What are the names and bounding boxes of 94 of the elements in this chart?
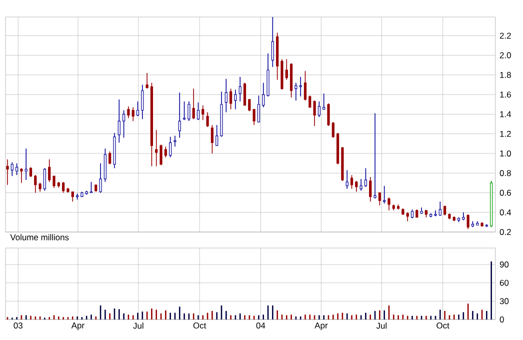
candlestick — [62, 182, 65, 194]
y-tick-label: 90 — [500, 262, 509, 268]
candlestick — [332, 122, 334, 138]
candlestick — [16, 162, 18, 176]
candlestick — [71, 191, 74, 202]
candlestick — [466, 214, 470, 230]
candlestick — [388, 197, 390, 211]
candlestick — [169, 136, 172, 158]
candlestick — [188, 101, 190, 122]
candlestick — [238, 76, 242, 102]
candlestick — [10, 162, 14, 176]
candlestick — [271, 16, 274, 68]
y-tick-label: 1.6 — [500, 92, 511, 98]
candlestick — [206, 112, 209, 128]
candlestick — [174, 135, 176, 147]
candlestick — [257, 95, 260, 122]
candlestick — [327, 102, 330, 126]
x-tick-label: Jul — [376, 322, 387, 329]
y-tick-label: 0.2 — [500, 229, 511, 235]
candlestick — [132, 106, 134, 122]
candlestick — [160, 144, 162, 166]
y-tick-label: 0.8 — [500, 170, 511, 176]
x-tick-label: Oct — [193, 322, 206, 329]
candlestick — [248, 99, 251, 112]
candlestick — [252, 108, 256, 126]
candlestick — [99, 162, 102, 194]
candlestick — [48, 158, 51, 182]
chart-title: Volume millions — [10, 234, 69, 240]
candlestick — [164, 146, 167, 158]
candlestick — [350, 174, 354, 190]
candlestick — [304, 70, 307, 101]
candlestick — [378, 192, 381, 206]
candlestick — [90, 182, 93, 194]
candlestick — [360, 178, 362, 192]
candlestick — [313, 100, 316, 126]
candlestick — [434, 210, 437, 217]
candlestick — [285, 58, 288, 80]
y-tick-label: 1.2 — [500, 130, 511, 137]
candlestick — [294, 82, 298, 101]
candlestick — [127, 106, 130, 119]
candlestick — [234, 89, 237, 110]
candlestick — [224, 78, 228, 113]
candlestick — [141, 84, 144, 120]
candlestick — [24, 148, 28, 180]
candlestick — [318, 101, 320, 118]
candlestick — [444, 205, 446, 216]
candlestick — [438, 201, 442, 216]
candlestick — [346, 170, 348, 190]
y-tick-label: 30 — [500, 298, 509, 304]
candlestick — [178, 92, 181, 138]
candlestick — [52, 176, 56, 188]
candlestick — [122, 110, 126, 138]
y-tick-label: 60 — [500, 280, 509, 286]
candlestick — [155, 130, 158, 167]
candlestick — [216, 124, 218, 146]
candlestick — [322, 93, 326, 110]
x-tick-label: Oct — [436, 322, 450, 329]
candlestick — [299, 76, 302, 97]
candlestick — [182, 101, 186, 120]
y-tick-label: 0.6 — [500, 190, 511, 196]
candlestick — [243, 82, 246, 106]
candlestick — [43, 168, 46, 192]
candlestick — [355, 180, 358, 192]
candlestick — [374, 112, 376, 200]
candlestick — [383, 185, 386, 204]
candlestick — [146, 72, 148, 90]
candlestick — [118, 99, 120, 144]
candlestick — [29, 166, 32, 178]
x-tick-label: Apr — [314, 322, 328, 330]
candlestick — [196, 102, 200, 120]
candlestick — [34, 174, 37, 194]
x-tick-label: 04 — [256, 322, 266, 329]
y-tick-label: 2.2 — [500, 32, 511, 39]
y-tick-label: 1.8 — [500, 72, 511, 78]
candlestick — [210, 124, 214, 154]
y-tick-label: 1.4 — [500, 111, 512, 118]
x-tick-label: Jul — [133, 322, 144, 329]
y-tick-label: 2.0 — [500, 52, 511, 58]
y-tick-label: 1.0 — [500, 150, 511, 156]
candlestick — [364, 168, 368, 188]
candlestick — [136, 101, 140, 117]
y-tick-label: 0.4 — [500, 209, 512, 216]
candlestick — [6, 158, 9, 186]
y-tick-label: 0 — [500, 316, 504, 322]
candlestick — [202, 104, 204, 120]
candlestick — [20, 168, 23, 184]
candlestick — [108, 151, 112, 165]
candlestick — [308, 95, 312, 108]
candlestick — [230, 88, 232, 110]
candlestick — [192, 88, 195, 120]
x-tick-label: 03 — [14, 322, 22, 329]
candlestick — [369, 176, 372, 202]
x-tick-label: Apr — [71, 322, 84, 330]
candlestick — [262, 82, 265, 108]
